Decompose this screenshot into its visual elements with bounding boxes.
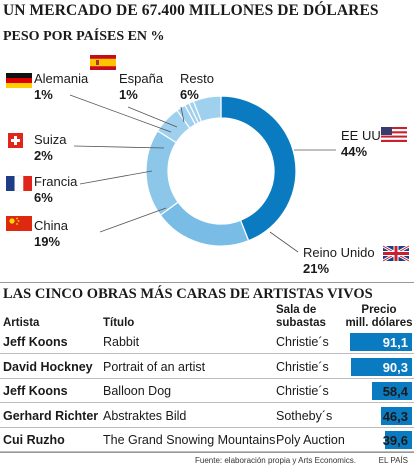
price-value: 90,3 xyxy=(382,359,408,375)
price-value: 39,6 xyxy=(382,433,408,448)
table-row: Jeff Koons Balloon Dog Christie´s 58,4 xyxy=(0,379,414,403)
header-house-2: subastas xyxy=(276,317,326,329)
flag-de-icon xyxy=(6,73,32,88)
leader-francia xyxy=(79,170,153,185)
auction-house-cell: Christie´s xyxy=(276,384,329,398)
auction-house-cell: Sotheby´s xyxy=(276,408,333,423)
title-cell: Rabbit xyxy=(103,335,140,349)
flag-us-icon xyxy=(381,127,407,142)
artist-cell: David Hockney xyxy=(3,359,93,374)
header-title: Título xyxy=(103,317,135,329)
label-espana: España xyxy=(119,71,164,86)
label-china: China xyxy=(34,218,69,233)
footer-divider xyxy=(0,452,414,453)
row-divider xyxy=(0,353,414,354)
label-francia: Francia xyxy=(34,174,78,189)
header-price-1: Precio xyxy=(361,304,397,316)
slice-china xyxy=(145,129,179,216)
section-divider xyxy=(0,282,414,283)
table-row: Jeff Koons Rabbit Christie´s 91,1 xyxy=(0,330,414,354)
value-ee-uu: 44% xyxy=(341,144,367,159)
slice-reino-unido xyxy=(159,201,250,247)
brand-logo: EL PAÍS xyxy=(378,456,408,465)
leader-reino-unido xyxy=(269,231,299,253)
flag-cn-icon xyxy=(6,216,32,231)
label-resto: Resto xyxy=(180,71,214,86)
label-suiza: Suiza xyxy=(34,132,67,147)
auction-house-cell: Christie´s xyxy=(276,335,329,349)
header-price-2: mill. dólares xyxy=(345,317,413,329)
price-bar xyxy=(385,431,412,449)
table-row: Cui Ruzho The Grand Snowing Mountains Poly… xyxy=(0,428,414,452)
price-bar xyxy=(372,382,412,400)
value-suiza: 2% xyxy=(34,148,53,163)
flag-es-icon xyxy=(90,55,116,70)
flag-ch-icon xyxy=(8,133,23,148)
header-artist: Artista xyxy=(3,317,40,329)
price-value: 58,4 xyxy=(382,384,408,399)
leader-suiza xyxy=(73,145,165,149)
slice-resto xyxy=(192,95,222,123)
value-china: 19% xyxy=(34,234,60,249)
auction-house-cell: Christie´s xyxy=(276,359,329,374)
artist-cell: Jeff Koons xyxy=(3,335,68,349)
leader-resto xyxy=(180,106,185,123)
chart-subtitle: PESO POR PAÍSES EN % xyxy=(3,29,165,44)
row-divider xyxy=(0,402,414,403)
value-alemania: 1% xyxy=(34,87,53,102)
flag-uk-icon xyxy=(382,244,410,263)
leader-espana xyxy=(127,106,178,128)
value-espana: 1% xyxy=(119,87,138,102)
leader-china xyxy=(99,207,167,233)
value-resto: 6% xyxy=(180,87,199,102)
flag-fr-icon xyxy=(6,175,32,192)
page-title: UN MERCADO DE 67.400 MILLONES DE DÓLARES xyxy=(3,2,379,19)
row-divider xyxy=(0,451,414,452)
table-row: David Hockney Portrait of an artist Christ… xyxy=(0,355,414,379)
title-cell: Portrait of an artist xyxy=(103,359,206,374)
label-ee-uu: EE UU xyxy=(341,128,381,143)
header-house-1: Sala de xyxy=(276,304,317,316)
title-cell: Abstraktes Bild xyxy=(103,408,187,423)
table-row: Gerhard Richter Abstraktes Bild Sotheby´s 4… xyxy=(0,404,414,428)
title-cell: Balloon Dog xyxy=(103,384,172,398)
price-bar xyxy=(380,406,412,425)
leader-alemania xyxy=(69,94,172,133)
price-value: 91,1 xyxy=(382,335,408,350)
label-alemania: Alemania xyxy=(34,71,89,86)
row-divider xyxy=(0,426,414,428)
artist-cell: Jeff Koons xyxy=(3,384,68,398)
title-cell: The Grand Snowing Mountains xyxy=(103,433,276,447)
slice-ee-uu xyxy=(220,95,297,242)
price-bar xyxy=(350,333,412,351)
value-reino-unido: 21% xyxy=(303,261,329,276)
value-francia: 6% xyxy=(34,190,53,205)
section-title-artworks: LAS CINCO OBRAS MÁS CARAS DE ARTISTAS VI… xyxy=(3,286,373,302)
auction-house-cell: Poly Auction xyxy=(276,433,345,447)
price-value: 46,3 xyxy=(382,408,408,424)
label-reino-unido: Reino Unido xyxy=(303,245,375,260)
artist-cell: Cui Ruzho xyxy=(3,433,65,447)
row-divider xyxy=(0,377,414,379)
price-bar xyxy=(350,357,412,376)
source-note: Fuente: elaboración propia y Arts Econom… xyxy=(195,456,356,465)
artist-cell: Gerhard Richter xyxy=(3,408,99,423)
